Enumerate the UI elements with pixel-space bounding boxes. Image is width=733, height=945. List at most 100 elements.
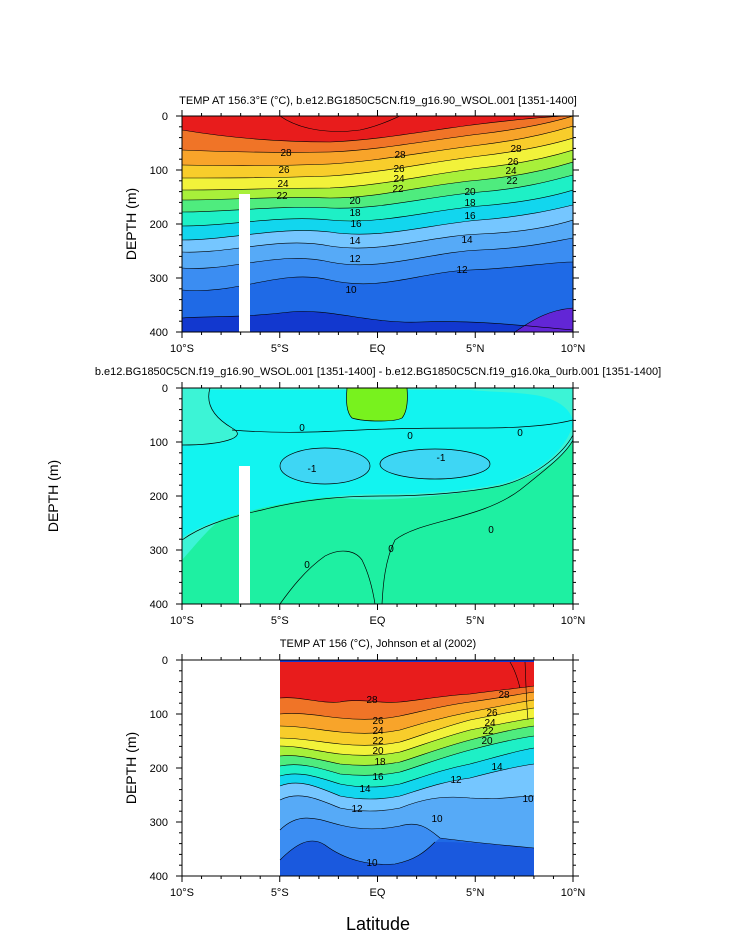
contour-label: 12	[456, 265, 468, 276]
panel-2: b.e12.BG1850C5CN.f19_g16.90_WSOL.001 [13…	[45, 366, 661, 627]
contour-label: 16	[372, 772, 384, 783]
contour-label: 24	[277, 179, 289, 190]
x-tick-label: 10°N	[561, 343, 586, 355]
contour-label: 0	[304, 560, 310, 571]
contour-label: 10	[522, 794, 534, 805]
contour-label: 12	[349, 254, 361, 265]
panel-3-field	[279, 660, 535, 876]
y-tick-label: 300	[150, 817, 168, 829]
contour-label: 14	[461, 235, 473, 246]
y-tick-label: 100	[150, 437, 168, 449]
panel-2-mask	[239, 466, 250, 604]
contour-label: 28	[498, 690, 510, 701]
x-tick-label: EQ	[370, 615, 386, 627]
contour-label: 22	[482, 726, 494, 737]
contour-label: 14	[349, 236, 361, 247]
contour-label: 18	[464, 198, 476, 209]
contour-label: 26	[278, 165, 290, 176]
contour-label: 26	[372, 716, 384, 727]
x-tick-label: EQ	[370, 887, 386, 899]
x-axis-label: Latitude	[346, 914, 410, 934]
contour-label: 20	[481, 736, 493, 747]
contour-label: 10	[431, 814, 443, 825]
contour-label: 28	[366, 695, 378, 706]
contour-label: 22	[372, 736, 384, 747]
panel-2-contour-labels: 0 0 0 -1 -1 0 0 0	[299, 423, 523, 571]
contour-label: 28	[280, 148, 292, 159]
contour-label: 26	[486, 708, 498, 719]
y-tick-label: 200	[150, 219, 168, 231]
x-tick-label: 5°S	[271, 887, 289, 899]
contour-label: 0	[388, 544, 394, 555]
contour-label: -1	[437, 453, 446, 464]
panel-1-axes: 10°S 5°S EQ 5°N 10°N 0 100 200 300 400	[150, 110, 586, 355]
x-tick-label: 10°S	[170, 887, 194, 899]
contour-label: 12	[351, 804, 363, 815]
y-tick-label: 100	[150, 709, 168, 721]
y-tick-label: 300	[150, 545, 168, 557]
y-tick-label: 200	[150, 491, 168, 503]
y-tick-label: 400	[150, 327, 168, 339]
contour-label: 20	[349, 196, 361, 207]
x-tick-label: 5°N	[466, 343, 485, 355]
x-tick-label: 5°S	[271, 615, 289, 627]
contour-label: 24	[505, 166, 517, 177]
contour-label: 14	[359, 784, 371, 795]
x-tick-label: 10°S	[170, 343, 194, 355]
panel-1-ylabel: DEPTH (m)	[123, 188, 139, 260]
panel-3: TEMP AT 156 (°C), Johnson et al (2002)	[123, 638, 585, 899]
panel-2-title: b.e12.BG1850C5CN.f19_g16.90_WSOL.001 [13…	[95, 366, 661, 378]
contour-label: 24	[484, 718, 496, 729]
panel-1-field	[182, 116, 573, 332]
panel-1-mask	[239, 194, 250, 332]
panel-1: TEMP AT 156.3°E (°C), b.e12.BG1850C5CN.f…	[123, 95, 585, 355]
panel-3-title: TEMP AT 156 (°C), Johnson et al (2002)	[280, 638, 476, 650]
x-tick-label: 10°N	[561, 887, 586, 899]
contour-label: 26	[393, 164, 405, 175]
contour-label: -1	[308, 464, 317, 475]
contour-label: 28	[394, 150, 406, 161]
contour-label: 0	[517, 428, 523, 439]
contour-label: 0	[407, 431, 413, 442]
contour-label: 22	[392, 184, 404, 195]
x-tick-label: 10°S	[170, 615, 194, 627]
x-tick-label: 5°N	[466, 887, 485, 899]
contour-label: 10	[345, 285, 357, 296]
contour-label: 20	[372, 746, 384, 757]
contour-label: 16	[464, 211, 476, 222]
contour-label: 12	[450, 775, 462, 786]
contour-label: 24	[393, 174, 405, 185]
panel-2-ylabel: DEPTH (m)	[45, 460, 61, 532]
y-tick-label: 300	[150, 273, 168, 285]
y-tick-label: 0	[162, 111, 168, 123]
contour-label: 18	[349, 208, 361, 219]
y-tick-label: 0	[162, 383, 168, 395]
contour-label: 10	[366, 858, 378, 869]
y-tick-label: 100	[150, 165, 168, 177]
y-tick-label: 0	[162, 655, 168, 667]
contour-label: 22	[506, 176, 518, 187]
contour-label: 18	[374, 757, 386, 768]
contour-label: 16	[350, 219, 362, 230]
contour-label: 0	[488, 525, 494, 536]
contour-label: 24	[372, 726, 384, 737]
contour-label: 14	[491, 762, 503, 773]
panel-3-axes: 10°S 5°S EQ 5°N 10°N 0 100 200 300 400	[150, 654, 586, 899]
panel-1-title: TEMP AT 156.3°E (°C), b.e12.BG1850C5CN.f…	[179, 95, 577, 107]
y-tick-label: 200	[150, 763, 168, 775]
panel-2-axes: 10°S 5°S EQ 5°N 10°N 0 100 200 300 400	[150, 382, 585, 627]
y-tick-label: 400	[150, 599, 168, 611]
x-tick-label: 5°N	[466, 615, 485, 627]
x-tick-label: EQ	[370, 343, 386, 355]
contour-label: 20	[464, 187, 476, 198]
contour-label: 28	[510, 144, 522, 155]
y-tick-label: 400	[150, 871, 168, 883]
contour-label: 22	[276, 191, 288, 202]
panel-3-ylabel: DEPTH (m)	[123, 732, 139, 804]
x-tick-label: 5°S	[271, 343, 289, 355]
contour-label: 0	[299, 423, 305, 434]
contour-label: 26	[507, 157, 519, 168]
